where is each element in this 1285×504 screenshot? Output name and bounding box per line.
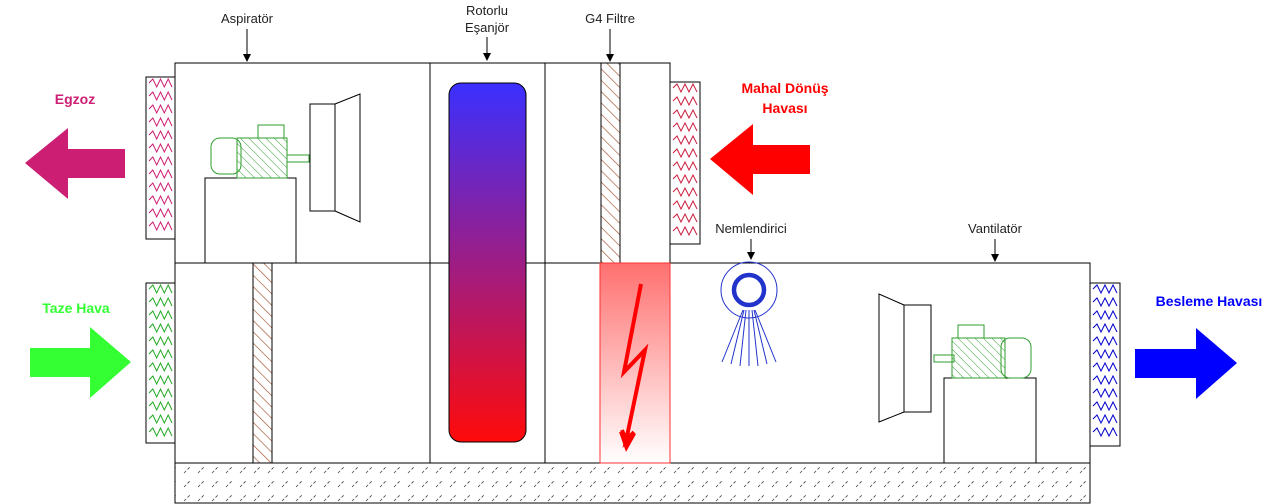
motor-icon [210, 124, 310, 179]
spray-nozzle-icon [720, 261, 778, 367]
exhaust-damper [145, 76, 176, 240]
return-label-line2: Havası [762, 100, 807, 116]
fresh-air-filter [252, 262, 273, 464]
arrow-right-icon [30, 327, 131, 398]
arrow-left-icon [710, 124, 810, 195]
aspirator-base [204, 177, 297, 264]
return-damper [669, 81, 701, 245]
filter-label: G4 Filtre [585, 11, 635, 26]
ventilator-base [943, 377, 1037, 464]
g4-filter [600, 62, 621, 264]
return-label-line1: Mahal Dönüş [741, 80, 828, 96]
arrow-left-icon [25, 128, 125, 199]
fan-icon [309, 93, 361, 223]
fresh-air-damper [145, 282, 176, 444]
aspirator-assembly [204, 93, 361, 264]
exhaust-label: Egzoz [55, 91, 95, 107]
rotary-exchanger [448, 82, 527, 443]
rotor-label-line1: Rotorlu [466, 3, 508, 18]
arrow-right-icon [1135, 328, 1237, 399]
heater-coil [599, 262, 671, 464]
supply-damper [1089, 282, 1121, 447]
rotor-label-line2: Eşanjör [465, 20, 510, 35]
motor-icon [933, 324, 1032, 379]
humidifier-label: Nemlendirici [715, 221, 787, 236]
supply-label: Besleme Havası [1156, 293, 1263, 309]
base-frame [174, 462, 1091, 504]
fan-icon [878, 293, 932, 423]
fresh-air-label: Taze Hava [42, 300, 110, 316]
ventilator-assembly [878, 293, 1037, 464]
aspirator-label: Aspiratör [221, 11, 274, 26]
fan-label: Vantilatör [968, 221, 1023, 236]
